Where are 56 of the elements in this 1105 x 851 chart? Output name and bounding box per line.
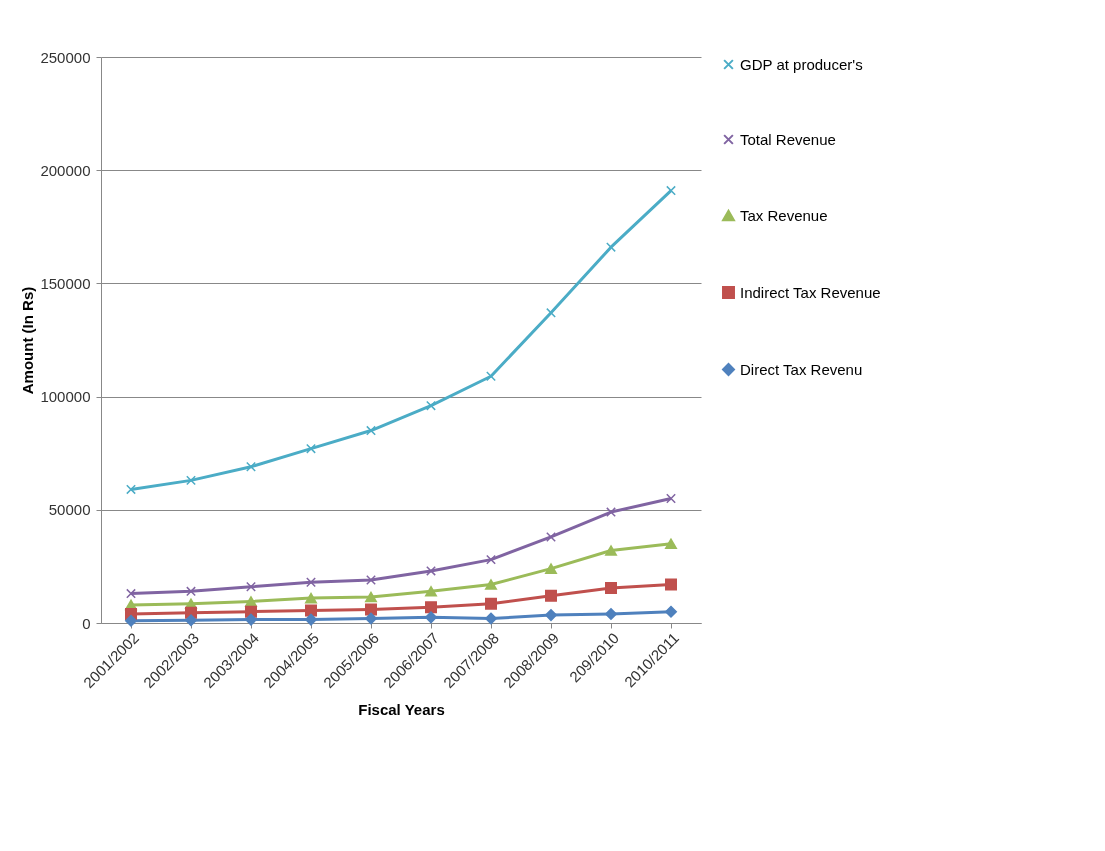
y-tick-label: 150000 — [40, 274, 91, 292]
point — [365, 612, 377, 625]
point — [606, 507, 616, 518]
point — [485, 597, 497, 610]
point — [666, 185, 676, 196]
point — [305, 613, 317, 626]
x-axis-title: Fiscal Years — [358, 701, 445, 719]
point — [245, 596, 257, 607]
point — [425, 611, 437, 624]
point — [185, 614, 197, 627]
point — [485, 579, 497, 590]
point — [366, 425, 376, 436]
y-axis-title: Amount (In Rs) — [19, 286, 37, 395]
point — [365, 603, 377, 616]
point — [546, 532, 556, 542]
point — [426, 565, 436, 576]
point — [126, 588, 136, 599]
legend-label: Tax Revenue — [740, 206, 828, 224]
y-tick-label: 50000 — [48, 501, 91, 519]
point — [425, 601, 437, 614]
point — [306, 443, 316, 454]
legend-label: Indirect Tax Revenue — [740, 283, 881, 301]
point — [365, 591, 377, 603]
point — [486, 554, 496, 565]
y-tick-label: 100000 — [40, 388, 91, 406]
point — [426, 400, 436, 411]
point — [246, 461, 256, 472]
point — [545, 589, 557, 602]
point — [125, 614, 137, 627]
y-tick-label: 250000 — [40, 48, 91, 66]
point — [246, 581, 256, 592]
legend-label: Total Revenue — [740, 130, 836, 148]
point — [425, 586, 437, 597]
point — [126, 484, 136, 495]
legend-label: Direct Tax Revenu — [740, 360, 863, 378]
legend-label: GDP at producer's — [740, 55, 863, 73]
point — [245, 613, 257, 626]
point — [545, 563, 557, 574]
point — [186, 586, 196, 597]
point — [485, 612, 497, 625]
point — [305, 592, 317, 604]
point — [665, 578, 677, 591]
point — [605, 545, 617, 556]
point — [605, 607, 617, 620]
point — [666, 493, 676, 504]
point — [305, 604, 317, 617]
point — [366, 575, 376, 585]
point — [186, 475, 196, 486]
point — [545, 609, 557, 622]
point — [665, 538, 677, 550]
point — [665, 605, 677, 618]
point — [605, 581, 617, 594]
point — [306, 577, 316, 588]
point — [486, 371, 496, 382]
y-tick-label: 0 — [82, 614, 91, 632]
y-tick-label: 200000 — [40, 161, 91, 179]
